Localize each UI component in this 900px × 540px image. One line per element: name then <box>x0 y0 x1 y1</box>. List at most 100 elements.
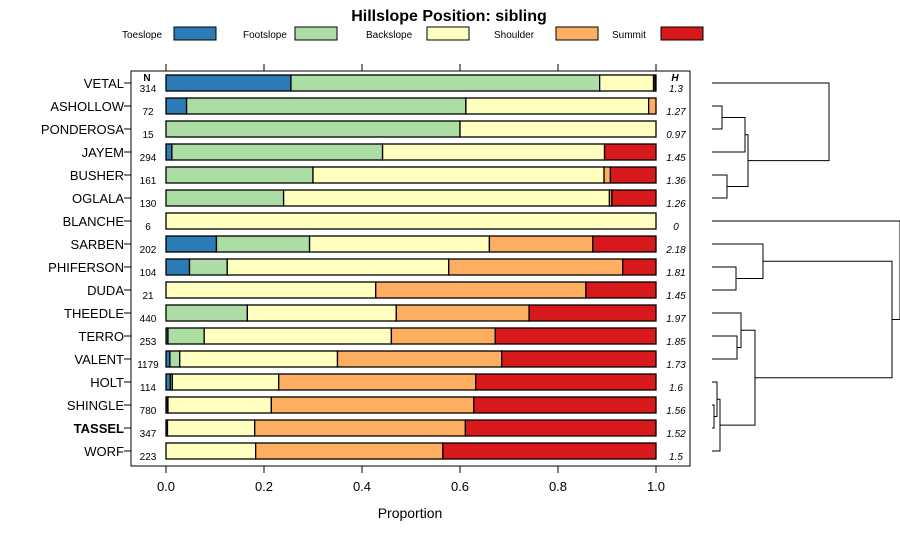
bar-rows: VETAL 314 1.3 ASHOLLOW 72 1.27 PONDEROSA 15 0.97… <box>41 74 686 463</box>
row-h: 1.85 <box>666 337 686 348</box>
bar-segment <box>165 258 191 276</box>
row-label: OGLALA <box>72 191 124 206</box>
bar-segment <box>465 97 650 115</box>
row-n: 21 <box>142 291 154 302</box>
bar-segment <box>165 143 173 161</box>
row-n: 161 <box>140 176 157 187</box>
bar-segment <box>165 120 461 138</box>
bar-segment <box>654 74 657 92</box>
bar-segment <box>592 235 657 253</box>
row-label: VALENT <box>74 352 124 367</box>
bar-segment <box>171 373 280 391</box>
bar-segment <box>167 396 273 414</box>
bar-segment <box>171 143 384 161</box>
bar-segment <box>475 373 657 391</box>
bar-segment <box>395 304 530 322</box>
row-n: 440 <box>140 314 157 325</box>
bar-segment <box>165 235 218 253</box>
bar-segment <box>648 97 657 115</box>
legend-label: Toeslope <box>122 30 162 41</box>
dendrogram-branch <box>712 398 721 452</box>
h-header: H <box>671 73 679 84</box>
bar-segment <box>203 327 393 345</box>
row-h: 1.73 <box>666 360 686 371</box>
bar-segment <box>169 350 181 368</box>
row-n: 130 <box>140 199 157 210</box>
row-h: 1.36 <box>666 176 686 187</box>
row-h: 1.3 <box>669 84 683 95</box>
legend-label: Footslope <box>243 30 287 41</box>
row-h: 1.81 <box>666 268 685 279</box>
row-h: 1.52 <box>666 429 686 440</box>
dendrogram-branch <box>712 243 764 279</box>
legend: Toeslope Footslope Backslope Shoulder Summit <box>122 26 704 41</box>
bar-segment <box>611 189 657 207</box>
bar-segment <box>336 350 503 368</box>
row-n: 780 <box>140 406 157 417</box>
bar-segment <box>226 258 450 276</box>
bar-segment <box>312 166 605 184</box>
bar-segment <box>188 258 228 276</box>
bar-segment <box>255 442 444 460</box>
row-n: 202 <box>140 245 157 256</box>
bar-segment <box>165 212 657 230</box>
row-label: DUDA <box>87 283 124 298</box>
bar-segment <box>165 442 257 460</box>
x-tick-label: 0.2 <box>255 479 273 494</box>
row-n: 253 <box>140 337 157 348</box>
bar-segment <box>282 189 611 207</box>
row-h: 1.56 <box>666 406 686 417</box>
bar-segment <box>375 281 587 299</box>
row-n: 294 <box>140 153 157 164</box>
bar-segment <box>165 166 314 184</box>
row-label: TASSEL <box>74 421 124 436</box>
row-n: 314 <box>140 84 157 95</box>
bar-segment <box>246 304 397 322</box>
x-tick-label: 0.4 <box>353 479 371 494</box>
x-axis: 0.0 0.2 0.4 0.6 0.8 1.0 <box>157 64 665 494</box>
bar-segment <box>166 419 256 437</box>
x-tick-label: 0.6 <box>451 479 469 494</box>
row-label: PHIFERSON <box>48 260 124 275</box>
dendrogram-branch <box>712 174 728 199</box>
bar-segment <box>290 74 601 92</box>
row-label: SARBEN <box>71 237 124 252</box>
row-label: TERRO <box>79 329 125 344</box>
row-label: HOLT <box>90 375 124 390</box>
x-tick-label: 0.0 <box>157 479 175 494</box>
bar-segment <box>500 350 657 368</box>
dendrogram-branch <box>712 335 738 360</box>
row-h: 1.45 <box>666 291 686 302</box>
row-label: ASHOLLOW <box>50 99 124 114</box>
bar-segment <box>494 327 657 345</box>
dendrogram-branch <box>712 266 737 291</box>
bar-segment <box>165 97 188 115</box>
bar-segment <box>185 97 467 115</box>
dendrogram-branch <box>712 105 723 130</box>
dendrogram <box>712 82 900 452</box>
row-n: 114 <box>140 383 156 394</box>
bar-segment <box>488 235 594 253</box>
bar-segment <box>599 74 655 92</box>
dendrogram-branch <box>712 220 900 320</box>
row-h: 1.45 <box>666 153 686 164</box>
legend-swatch <box>426 26 470 41</box>
bar-segment <box>215 235 311 253</box>
bar-segment <box>381 143 606 161</box>
row-h: 0.97 <box>666 130 686 141</box>
row-n: 6 <box>145 222 151 233</box>
bar-segment <box>278 373 477 391</box>
bar-segment <box>442 442 657 460</box>
row-label: JAYEM <box>82 145 124 160</box>
row-h: 1.6 <box>669 383 683 394</box>
row-h: 1.27 <box>666 107 686 118</box>
legend-label: Summit <box>612 30 646 41</box>
bar-segment <box>603 166 612 184</box>
plot-frame <box>130 70 691 467</box>
x-tick-label: 0.8 <box>549 479 567 494</box>
row-h: 2.18 <box>665 245 686 256</box>
x-tick-label: 1.0 <box>647 479 665 494</box>
bar-segment <box>609 166 657 184</box>
row-n: 347 <box>140 429 157 440</box>
